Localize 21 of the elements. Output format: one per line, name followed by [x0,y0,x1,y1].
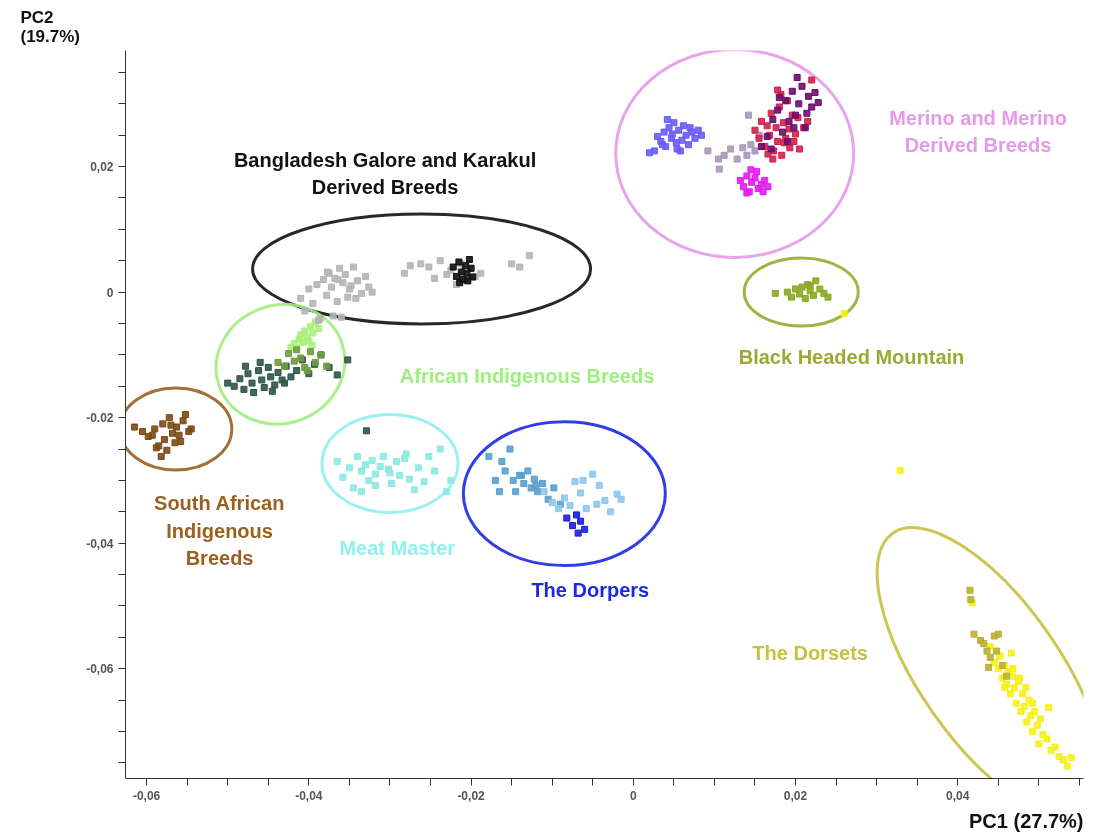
annotation: South African Indigenous Breeds [154,492,285,570]
y-tick-label: -0,04 [86,536,114,551]
x-tick-label: -0,02 [457,788,486,803]
annotation: Merino and Merino Derived Breeds [889,106,1067,157]
annotation: African Indigenous Breeds [399,364,655,387]
x-tick-label: 0 [629,788,637,803]
annotation: The Dorsets [752,641,868,664]
x-axis-title: PC1 (27.7%) [969,809,1084,832]
y-tick-label: 0,02 [90,160,114,175]
y-tick-label: 0 [106,285,114,300]
x-tick-label: -0,06 [132,788,161,803]
x-tick-label: 0,02 [783,788,808,803]
y-axis-title: PC2 (19.7%) [20,7,81,46]
x-tick-label: 0,04 [946,788,970,803]
annotation: Black Headed Mountain [738,345,965,368]
y-tick-label: -0,06 [86,662,114,677]
x-tick-label: -0,04 [295,788,323,803]
annotation: Meat Master [339,536,456,559]
annotation: The Dorpers [531,579,650,602]
annotation: Bangladesh Galore and Karakul Derived Breeds [233,148,537,199]
y-tick-label: -0.02 [86,411,114,426]
